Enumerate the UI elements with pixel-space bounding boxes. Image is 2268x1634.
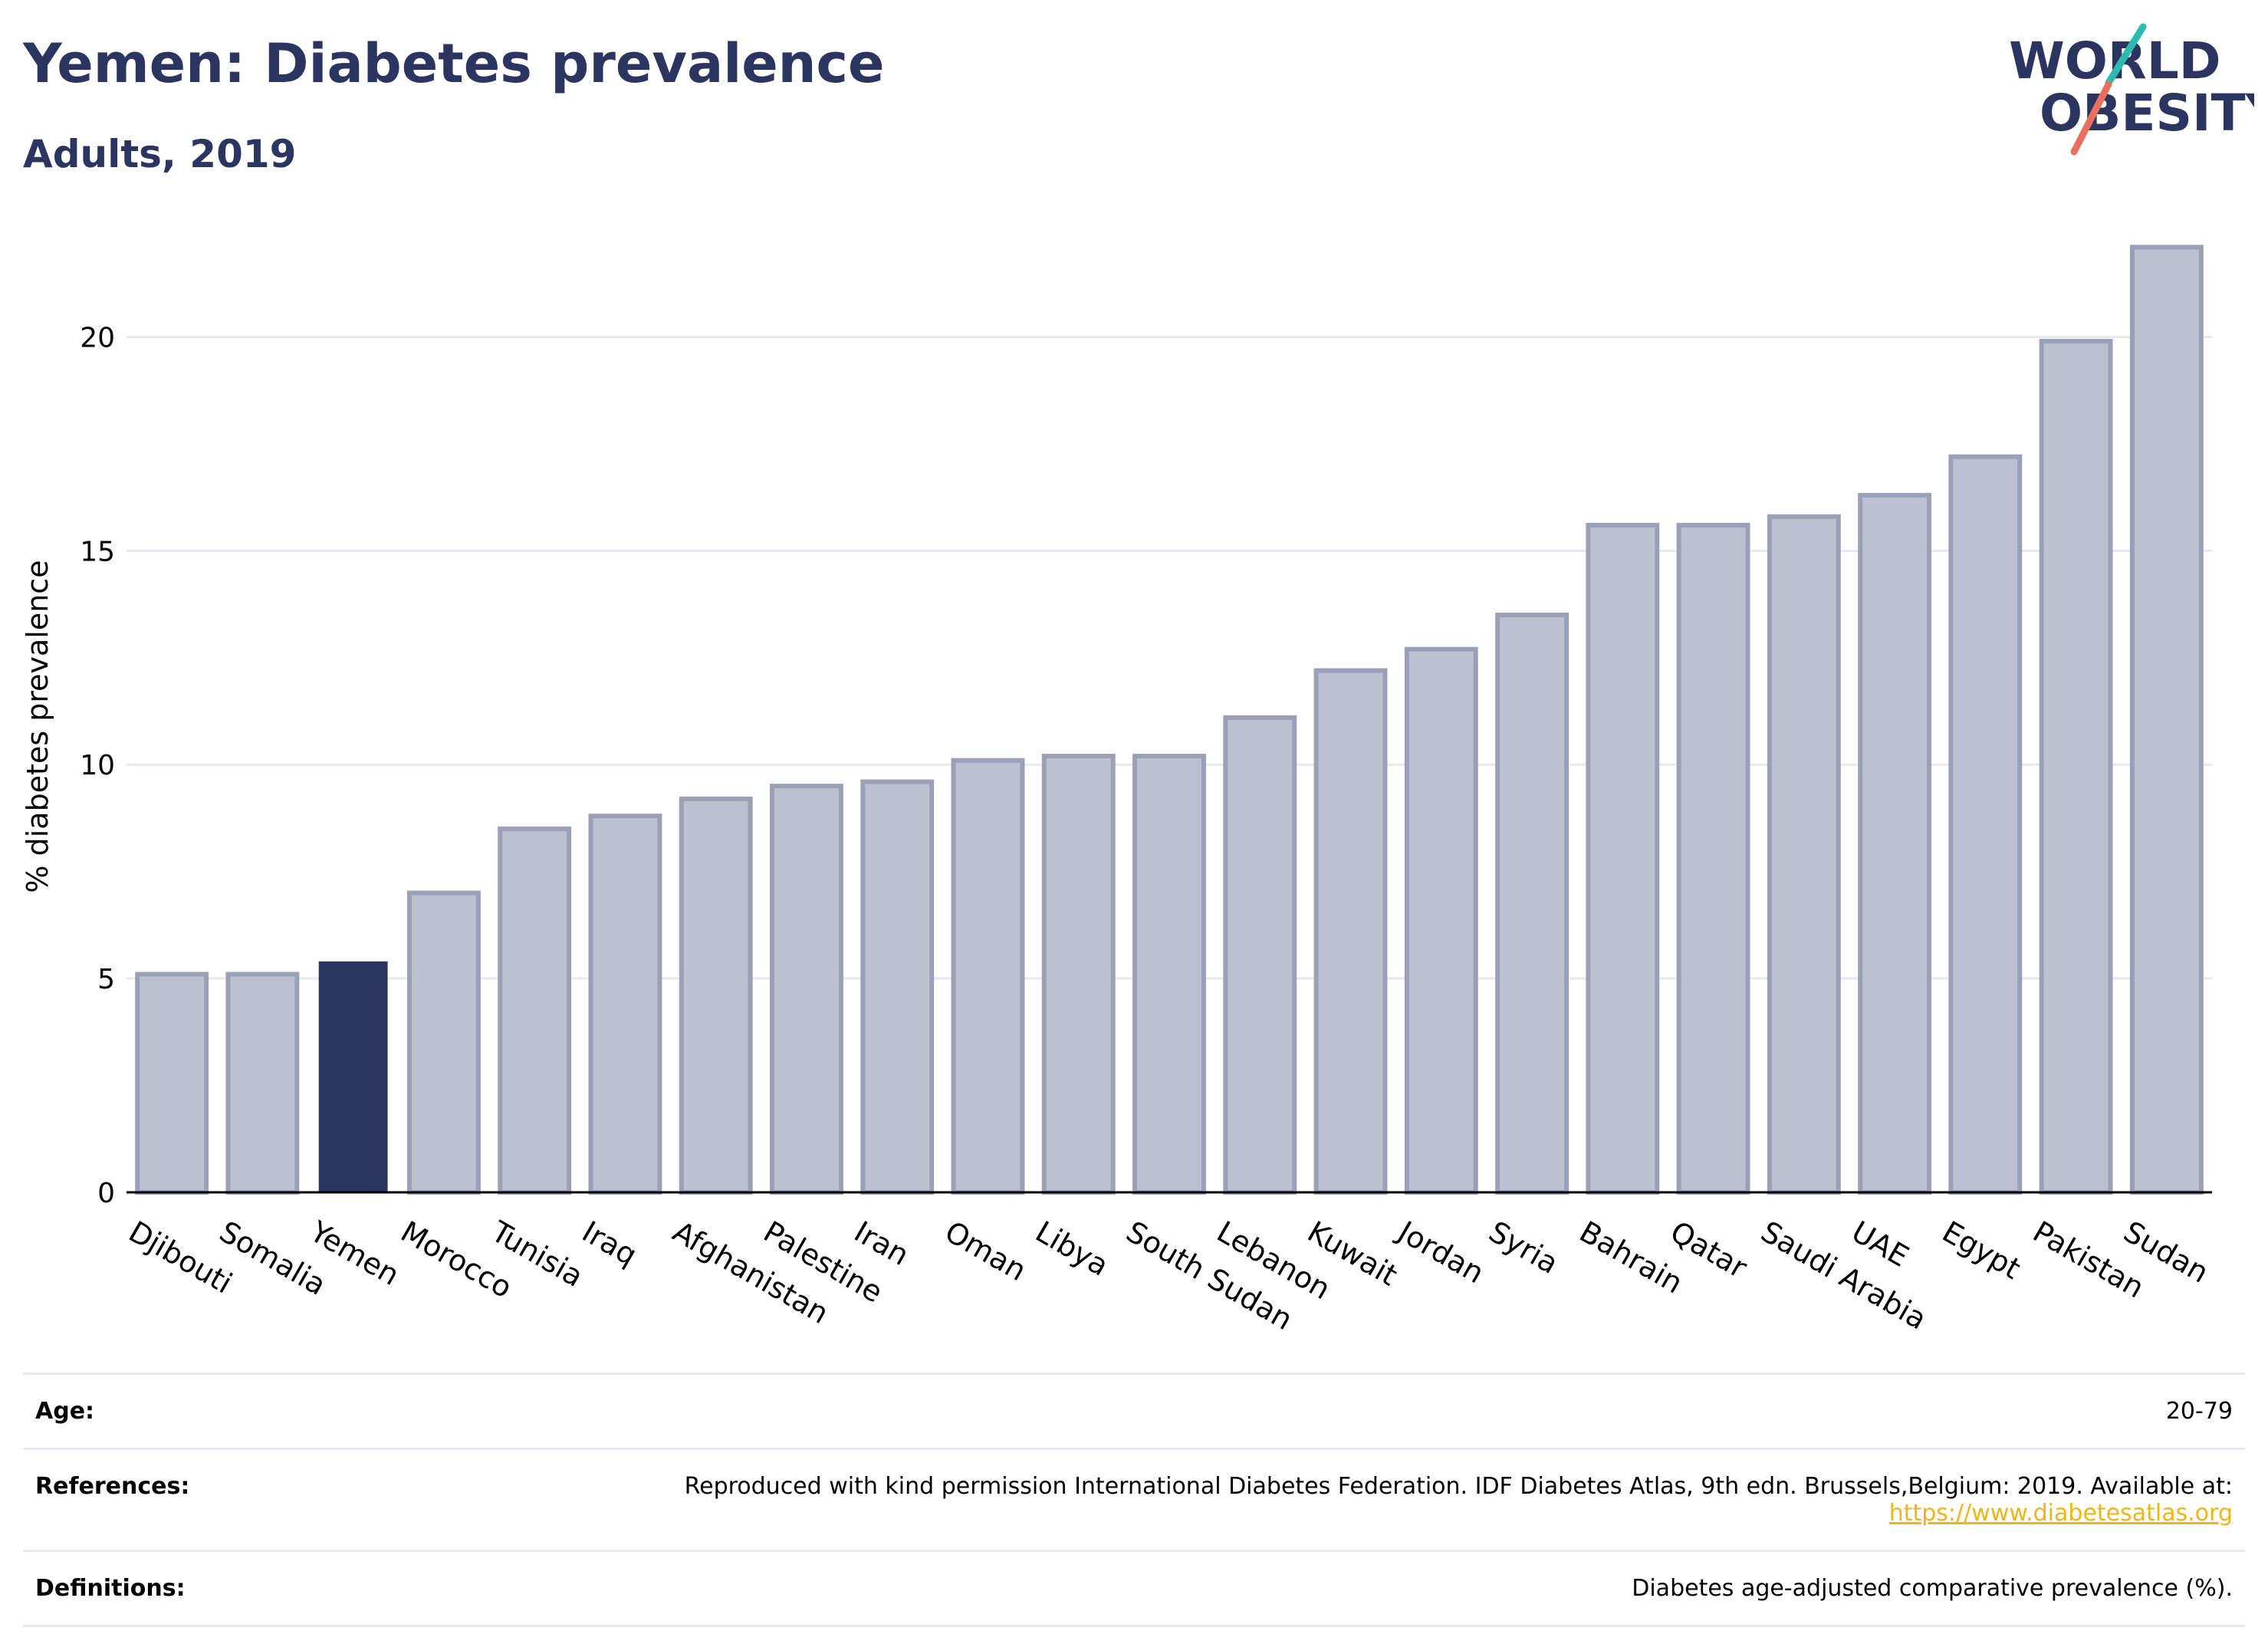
x-tick-label: Djibouti [123, 1215, 238, 1300]
references-row: References: Reproduced with kind permiss… [23, 1448, 2245, 1551]
bars [135, 245, 2204, 1195]
references-link[interactable]: https://www.diabetesatlas.org [1888, 1500, 2233, 1527]
y-tick-label: 5 [97, 964, 115, 995]
definitions-label: Definitions: [23, 1550, 354, 1627]
y-tick-label: 20 [80, 322, 115, 353]
references-text: Reproduced with kind permission Internat… [684, 1473, 2233, 1500]
bar-qatar [1676, 522, 1750, 1195]
x-tick-label: Saudi Arabia [1755, 1215, 1932, 1336]
age-row: Age: 20-79 [23, 1373, 2245, 1449]
bar-somalia [225, 972, 300, 1195]
y-tick-label: 0 [97, 1178, 115, 1209]
bar-saudi-arabia [1767, 514, 1841, 1195]
y-tick-label: 10 [80, 750, 115, 781]
bar-south-sudan [1132, 754, 1206, 1195]
bar-tunisia [498, 826, 572, 1195]
logo-slash-teal [2105, 23, 2147, 87]
logo-line-2: OBESITY [2040, 84, 2254, 143]
logo-slash-coral [2070, 81, 2112, 156]
logo-line-1: WORLD [2009, 31, 2221, 90]
bar-syria [1495, 613, 1569, 1195]
x-tick-label: Oman [939, 1215, 1032, 1287]
definitions-value: Diabetes age-adjusted comparative preval… [354, 1550, 2245, 1627]
x-tick-label: Syria [1484, 1215, 1564, 1281]
bar-djibouti [135, 972, 209, 1195]
age-value: 20-79 [354, 1373, 2245, 1449]
bar-uae [1858, 492, 1932, 1195]
bar-egypt [1948, 454, 2023, 1195]
bar-afghanistan [679, 796, 753, 1195]
definitions-row: Definitions: Diabetes age-adjusted compa… [23, 1550, 2245, 1627]
bar-iraq [588, 814, 662, 1195]
x-tick-label: Jordan [1392, 1214, 1490, 1290]
x-tick-label: Libya [1030, 1215, 1114, 1283]
bar-yemen [318, 961, 388, 1192]
y-axis-label: % diabetes prevalence [21, 560, 54, 893]
x-tick-label: Bahrain [1574, 1215, 1688, 1300]
references-label: References: [23, 1448, 354, 1551]
bar-palestine [770, 784, 843, 1195]
bar-iran [860, 779, 935, 1195]
chart-subtitle: Adults, 2019 [23, 132, 297, 176]
bar-oman [951, 758, 1025, 1195]
info-table: Age: 20-79 References: Reproduced with k… [23, 1373, 2245, 1627]
bar-lebanon [1223, 715, 1297, 1195]
bar-libya [1041, 754, 1116, 1195]
bar-jordan [1404, 646, 1478, 1195]
bar-bahrain [1586, 522, 1660, 1195]
bar-chart: 0 5 10 15 20 DjiboutiSomaliaYemenMoroccoTuni… [21, 245, 2214, 1336]
bar-morocco [406, 890, 481, 1195]
chart-title: Yemen: Diabetes prevalence [23, 32, 885, 95]
bar-pakistan [2039, 339, 2113, 1195]
world-obesity-logo: WORLD OBESITY [2009, 23, 2254, 156]
y-tick-labels: 0 5 10 15 20 [80, 322, 115, 1209]
y-tick-label: 15 [80, 536, 115, 567]
bar-kuwait [1313, 668, 1388, 1195]
bar-sudan [2129, 245, 2204, 1195]
age-label: Age: [23, 1373, 354, 1449]
x-tick-label: Egypt [1937, 1215, 2026, 1286]
